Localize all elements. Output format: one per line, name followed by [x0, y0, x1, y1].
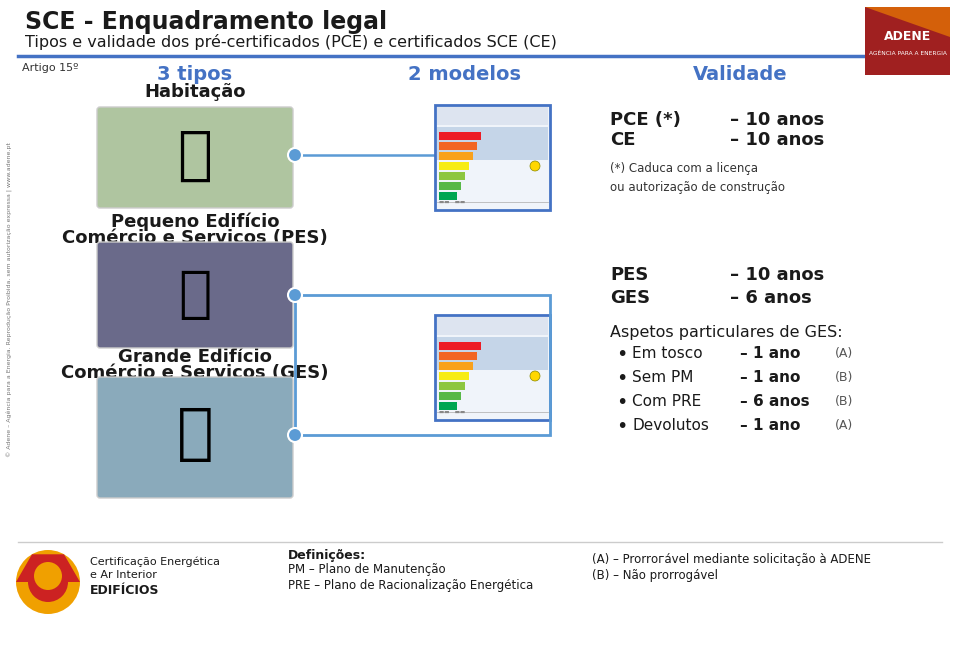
Polygon shape — [16, 554, 80, 582]
Text: Devolutos: Devolutos — [632, 419, 708, 434]
Text: 🏠: 🏠 — [178, 127, 212, 183]
Text: •: • — [616, 344, 628, 363]
Circle shape — [16, 550, 80, 614]
FancyBboxPatch shape — [437, 127, 548, 160]
Text: Comércio e Serviços (GES): Comércio e Serviços (GES) — [61, 364, 328, 382]
Text: – 10 anos: – 10 anos — [730, 131, 825, 149]
Bar — [439, 352, 477, 360]
Text: Validade: Validade — [693, 64, 787, 83]
Text: (B): (B) — [835, 395, 853, 408]
Circle shape — [288, 288, 302, 302]
Text: •: • — [616, 369, 628, 387]
Text: (A) – Prorrогável mediante solicitação à ADENE: (A) – Prorrогável mediante solicitação à… — [592, 552, 871, 566]
Circle shape — [288, 428, 302, 442]
Bar — [439, 372, 469, 380]
Text: Certificação Energética: Certificação Energética — [90, 557, 220, 567]
Circle shape — [288, 148, 302, 162]
Bar — [439, 182, 461, 190]
Text: Aspetos particulares de GES:: Aspetos particulares de GES: — [610, 324, 843, 339]
Text: Artigo 15º: Artigo 15º — [22, 63, 79, 73]
Text: PRE – Plano de Racionalização Energética: PRE – Plano de Racionalização Energética — [288, 578, 533, 592]
Text: AGÊNCIA PARA A ENERGIA: AGÊNCIA PARA A ENERGIA — [869, 51, 947, 55]
Text: ▬▬   ▬▬: ▬▬ ▬▬ — [439, 410, 466, 415]
Bar — [439, 342, 481, 350]
Text: Em tosco: Em tosco — [632, 346, 703, 361]
Circle shape — [28, 562, 68, 602]
FancyBboxPatch shape — [437, 337, 548, 370]
Text: GES: GES — [610, 289, 650, 307]
Text: Grande Edifício: Grande Edifício — [118, 348, 272, 366]
Text: Pequeno Edifício: Pequeno Edifício — [110, 213, 279, 231]
Bar — [439, 132, 481, 140]
Text: Tipos e validade dos pré-certificados (PCE) e certificados SCE (CE): Tipos e validade dos pré-certificados (P… — [25, 34, 557, 50]
Text: CE: CE — [610, 131, 636, 149]
Text: Com PRE: Com PRE — [632, 395, 701, 410]
Bar — [439, 382, 465, 390]
Bar — [439, 392, 461, 400]
FancyBboxPatch shape — [97, 242, 293, 348]
Text: – 1 ano: – 1 ano — [740, 346, 801, 361]
Text: ▬▬   ▬▬: ▬▬ ▬▬ — [439, 200, 466, 205]
Bar — [439, 152, 473, 160]
Text: Sem PM: Sem PM — [632, 370, 693, 385]
Text: •: • — [616, 417, 628, 436]
Text: Habitação: Habitação — [144, 83, 246, 101]
Bar — [439, 162, 469, 170]
Text: 2 modelos: 2 modelos — [409, 64, 521, 83]
Text: – 10 anos: – 10 anos — [730, 111, 825, 129]
Text: PM – Plano de Manutenção: PM – Plano de Manutenção — [288, 564, 445, 577]
Bar — [439, 402, 457, 410]
Text: 🏢: 🏢 — [177, 406, 213, 465]
Text: PES: PES — [610, 266, 648, 284]
FancyBboxPatch shape — [97, 377, 293, 498]
Text: ADENE: ADENE — [884, 31, 931, 44]
Text: (*) Caduca com a licença
ou autorização de construção: (*) Caduca com a licença ou autorização … — [610, 162, 785, 194]
FancyBboxPatch shape — [865, 7, 950, 75]
Text: EDIFÍCIOS: EDIFÍCIOS — [90, 584, 159, 597]
FancyBboxPatch shape — [435, 105, 550, 210]
FancyBboxPatch shape — [435, 315, 550, 420]
Circle shape — [530, 161, 540, 171]
Text: – 1 ano: – 1 ano — [740, 370, 801, 385]
Text: •: • — [616, 393, 628, 411]
Text: PCE (*): PCE (*) — [610, 111, 681, 129]
Text: Comércio e Serviços (PES): Comércio e Serviços (PES) — [62, 229, 328, 247]
Bar — [439, 142, 477, 150]
Bar — [439, 192, 457, 200]
Text: – 6 anos: – 6 anos — [730, 289, 812, 307]
Bar — [439, 172, 465, 180]
Text: (B) – Não prorrogável: (B) – Não prorrogável — [592, 569, 718, 582]
Text: SCE - Enquadramento legal: SCE - Enquadramento legal — [25, 10, 387, 34]
Text: © Adene – Agência para a Energia. Reprodução Proibida. sem autorização expressa : © Adene – Agência para a Energia. Reprod… — [7, 142, 13, 458]
Text: – 1 ano: – 1 ano — [740, 419, 801, 434]
Circle shape — [34, 562, 62, 590]
Text: – 6 anos: – 6 anos — [740, 395, 809, 410]
FancyBboxPatch shape — [437, 317, 548, 335]
Polygon shape — [865, 7, 950, 37]
FancyBboxPatch shape — [437, 107, 548, 125]
Text: – 10 anos: – 10 anos — [730, 266, 825, 284]
Text: e Ar Interior: e Ar Interior — [90, 570, 156, 580]
FancyBboxPatch shape — [97, 107, 293, 208]
Circle shape — [530, 371, 540, 381]
Bar — [439, 362, 473, 370]
Text: (A): (A) — [835, 348, 853, 361]
Text: (A): (A) — [835, 419, 853, 432]
Text: 🏪: 🏪 — [179, 268, 211, 322]
Text: (B): (B) — [835, 372, 853, 385]
Text: Definições:: Definições: — [288, 549, 366, 562]
Text: 3 tipos: 3 tipos — [157, 64, 232, 83]
